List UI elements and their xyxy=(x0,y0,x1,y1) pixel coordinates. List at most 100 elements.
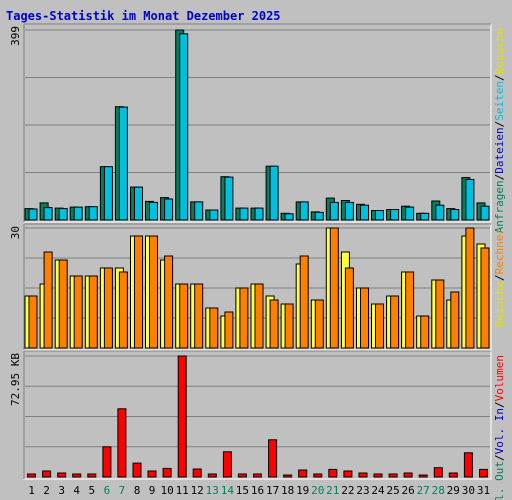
day-label: 20 xyxy=(311,484,324,497)
day-label: 26 xyxy=(401,484,414,497)
bar xyxy=(298,469,308,478)
bar xyxy=(433,467,443,478)
day-label: 14 xyxy=(221,484,235,497)
bar xyxy=(343,470,353,478)
day-label: 17 xyxy=(266,484,279,497)
legend-part: Vol. Out xyxy=(493,461,506,500)
bar xyxy=(314,211,324,221)
bar xyxy=(418,474,428,478)
bar xyxy=(465,179,475,221)
day-label: 2 xyxy=(43,484,50,497)
legend-part: / xyxy=(493,454,506,461)
bar xyxy=(360,204,369,221)
bar xyxy=(299,255,309,349)
bar xyxy=(358,472,368,478)
bar xyxy=(313,473,323,478)
panel-frame xyxy=(23,350,492,480)
series-legend-label: Vol. Out/Vol. In/Volumen xyxy=(493,355,506,500)
bar xyxy=(284,303,294,349)
bar xyxy=(463,452,473,478)
bar xyxy=(132,462,142,478)
day-label: 5 xyxy=(88,484,95,497)
bar xyxy=(479,468,488,478)
bar xyxy=(43,207,53,221)
bar xyxy=(179,283,189,349)
series-dateien xyxy=(28,33,490,221)
day-label: 10 xyxy=(160,484,173,497)
bar xyxy=(435,279,445,349)
bar xyxy=(177,355,187,478)
bar xyxy=(269,299,279,349)
bar xyxy=(314,299,324,349)
bar xyxy=(450,209,460,221)
day-label: 15 xyxy=(236,484,249,497)
day-label: 22 xyxy=(341,484,354,497)
bar xyxy=(209,209,219,221)
bar xyxy=(328,468,338,478)
legend-part: / xyxy=(493,174,506,181)
day-label: 25 xyxy=(386,484,399,497)
bar xyxy=(103,166,113,221)
y-max-label: 399 xyxy=(9,26,22,46)
legend-part: / xyxy=(493,74,506,81)
day-label: 11 xyxy=(176,484,189,497)
bar xyxy=(147,470,157,478)
legend-part: / xyxy=(493,121,506,128)
legend-part: Dateien xyxy=(493,127,506,173)
bar xyxy=(420,315,430,349)
bar xyxy=(103,267,113,349)
bar xyxy=(164,255,174,349)
bar xyxy=(57,472,67,478)
bar xyxy=(222,451,232,478)
panel-frame xyxy=(23,23,492,223)
day-label: 6 xyxy=(104,484,111,497)
bar xyxy=(480,247,490,349)
day-label: 28 xyxy=(432,484,445,497)
bar xyxy=(207,473,217,478)
bar xyxy=(162,467,172,478)
bar xyxy=(88,206,98,221)
day-label: 13 xyxy=(206,484,219,497)
series-rechner xyxy=(28,227,490,349)
day-label: 21 xyxy=(326,484,339,497)
bar xyxy=(149,201,158,221)
bar xyxy=(194,283,204,349)
series-legend-label: Besuche/Rechner xyxy=(493,228,506,328)
legend-part: Besuche xyxy=(493,28,506,74)
day-label: 30 xyxy=(462,484,475,497)
bar xyxy=(73,275,83,349)
day-label: 8 xyxy=(134,484,141,497)
chart-title: Tages-Statistik im Monat Dezember 2025 xyxy=(6,9,281,23)
day-labels: 1 2 3 4 5 6 7 8 9 10 11 12 13 14 15 16 17 18 19 20 21 22 23 24 2… xyxy=(28,484,490,497)
legend-part: Seiten xyxy=(493,81,506,121)
bar xyxy=(164,198,174,221)
bar xyxy=(194,201,204,221)
bar xyxy=(224,176,234,221)
day-label: 31 xyxy=(477,484,490,497)
bar xyxy=(28,295,38,349)
bar xyxy=(253,473,262,478)
legend-part: Rechner xyxy=(493,228,506,275)
bar xyxy=(117,408,127,478)
day-label: 9 xyxy=(149,484,156,497)
bar xyxy=(254,207,264,221)
bar xyxy=(405,271,415,349)
bar xyxy=(299,201,309,221)
bar xyxy=(254,283,264,349)
legend-part: / xyxy=(493,274,506,281)
series-volumen xyxy=(27,355,488,478)
bar xyxy=(43,251,53,349)
day-label: 23 xyxy=(356,484,369,497)
bar xyxy=(375,303,384,349)
bar xyxy=(42,470,52,478)
bar xyxy=(284,213,294,221)
bar xyxy=(102,446,112,478)
legend-part: Vol. In xyxy=(493,408,506,454)
bar xyxy=(179,33,189,221)
bar xyxy=(344,267,354,349)
